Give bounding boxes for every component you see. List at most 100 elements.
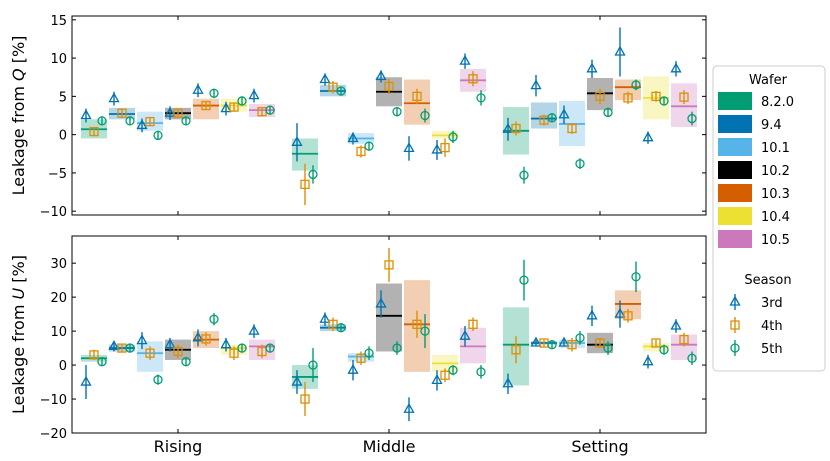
point-square: [623, 93, 633, 103]
point-circle: [631, 272, 641, 282]
point-square: [173, 346, 183, 357]
point-circle: [575, 159, 585, 169]
point-square: [567, 123, 577, 134]
point-triangle: [347, 132, 359, 143]
legend-wafer-label: 10.3: [761, 187, 790, 202]
legend-marker-square: [730, 320, 740, 330]
point-square: [567, 340, 577, 350]
point-square: [651, 91, 661, 102]
point-triangle: [586, 62, 598, 73]
point-triangle: [375, 297, 387, 308]
point-square: [145, 116, 155, 127]
point-square: [117, 108, 127, 118]
point-circle: [153, 130, 163, 141]
point-triangle: [530, 336, 542, 347]
point-square: [468, 319, 478, 329]
point-circle: [237, 343, 247, 353]
point-triangle: [291, 375, 303, 386]
point-square: [89, 126, 99, 137]
legend-title-wafer: Wafer: [749, 73, 788, 88]
point-circle: [448, 132, 458, 142]
legend-title-season: Season: [744, 273, 791, 288]
point-circle: [97, 357, 107, 367]
point-circle: [153, 375, 163, 385]
point-square: [356, 146, 366, 157]
point-circle: [547, 340, 557, 350]
legend-wafer-label: 8.2.0: [761, 95, 794, 110]
point-triangle: [192, 83, 204, 94]
point-circle: [575, 333, 585, 343]
y-axis-label: Leakage from Q [%]: [9, 36, 28, 196]
point-square: [356, 353, 366, 363]
range-band: [615, 79, 641, 101]
point-square: [229, 102, 239, 112]
point-square: [511, 123, 521, 134]
point-triangle: [431, 374, 443, 385]
point-square: [440, 370, 450, 380]
point-square: [412, 91, 422, 102]
legend-wafer-label: 10.5: [761, 233, 790, 248]
point-circle: [308, 360, 318, 370]
point-circle: [392, 343, 402, 353]
point-circle: [420, 326, 430, 336]
y-tick-label: −10: [40, 393, 67, 408]
point-circle: [547, 113, 557, 123]
point-circle: [265, 343, 275, 353]
legend-wafer-label: 10.4: [761, 210, 790, 225]
y-axis-label: Leakage from U [%]: [9, 255, 28, 414]
point-circle: [603, 343, 613, 353]
point-circle: [448, 365, 458, 375]
x-tick-label-setting: Setting: [571, 437, 628, 456]
point-triangle: [614, 307, 626, 318]
point-triangle: [108, 340, 120, 351]
point-circle: [364, 348, 374, 358]
point-circle: [659, 96, 669, 106]
point-triangle: [319, 312, 331, 323]
legend-swatch: [718, 138, 752, 156]
point-circle: [125, 116, 135, 126]
point-triangle: [80, 109, 92, 120]
legend-swatch: [718, 230, 752, 248]
point-square: [511, 345, 521, 355]
point-triangle: [80, 375, 92, 386]
point-circle: [687, 353, 697, 363]
point-triangle: [558, 108, 570, 119]
point-square: [679, 92, 689, 102]
point-circle: [476, 367, 486, 377]
point-square: [440, 142, 450, 153]
point-triangle: [164, 338, 176, 349]
point-circle: [181, 357, 191, 367]
point-square: [595, 91, 605, 102]
point-square: [173, 108, 183, 118]
y-tick-label: 0: [59, 129, 67, 144]
point-square: [384, 81, 394, 92]
point-circle: [659, 345, 669, 355]
point-circle: [603, 107, 613, 118]
point-triangle: [136, 334, 148, 345]
point-circle: [519, 275, 529, 285]
point-circle: [308, 169, 318, 180]
point-triangle: [108, 92, 120, 103]
legend-swatch: [718, 92, 752, 110]
point-circle: [181, 116, 191, 126]
point-square: [468, 74, 478, 84]
point-triangle: [642, 355, 654, 366]
point-square: [412, 319, 422, 329]
legend-season-label: 5th: [761, 342, 783, 357]
point-circle: [364, 141, 374, 151]
point-square: [89, 350, 99, 360]
point-circle: [336, 323, 346, 333]
point-square: [201, 334, 211, 344]
y-tick-label: 5: [59, 90, 67, 105]
y-tick-label: 0: [59, 359, 67, 374]
point-triangle: [558, 336, 570, 347]
legend-swatch: [718, 184, 752, 202]
point-circle: [209, 314, 219, 324]
point-triangle: [220, 102, 232, 113]
legend-swatch: [718, 115, 752, 133]
legend-swatch: [718, 161, 752, 179]
point-triangle: [347, 363, 359, 374]
point-triangle: [403, 402, 415, 413]
legend-wafer-label: 9.4: [761, 118, 782, 133]
